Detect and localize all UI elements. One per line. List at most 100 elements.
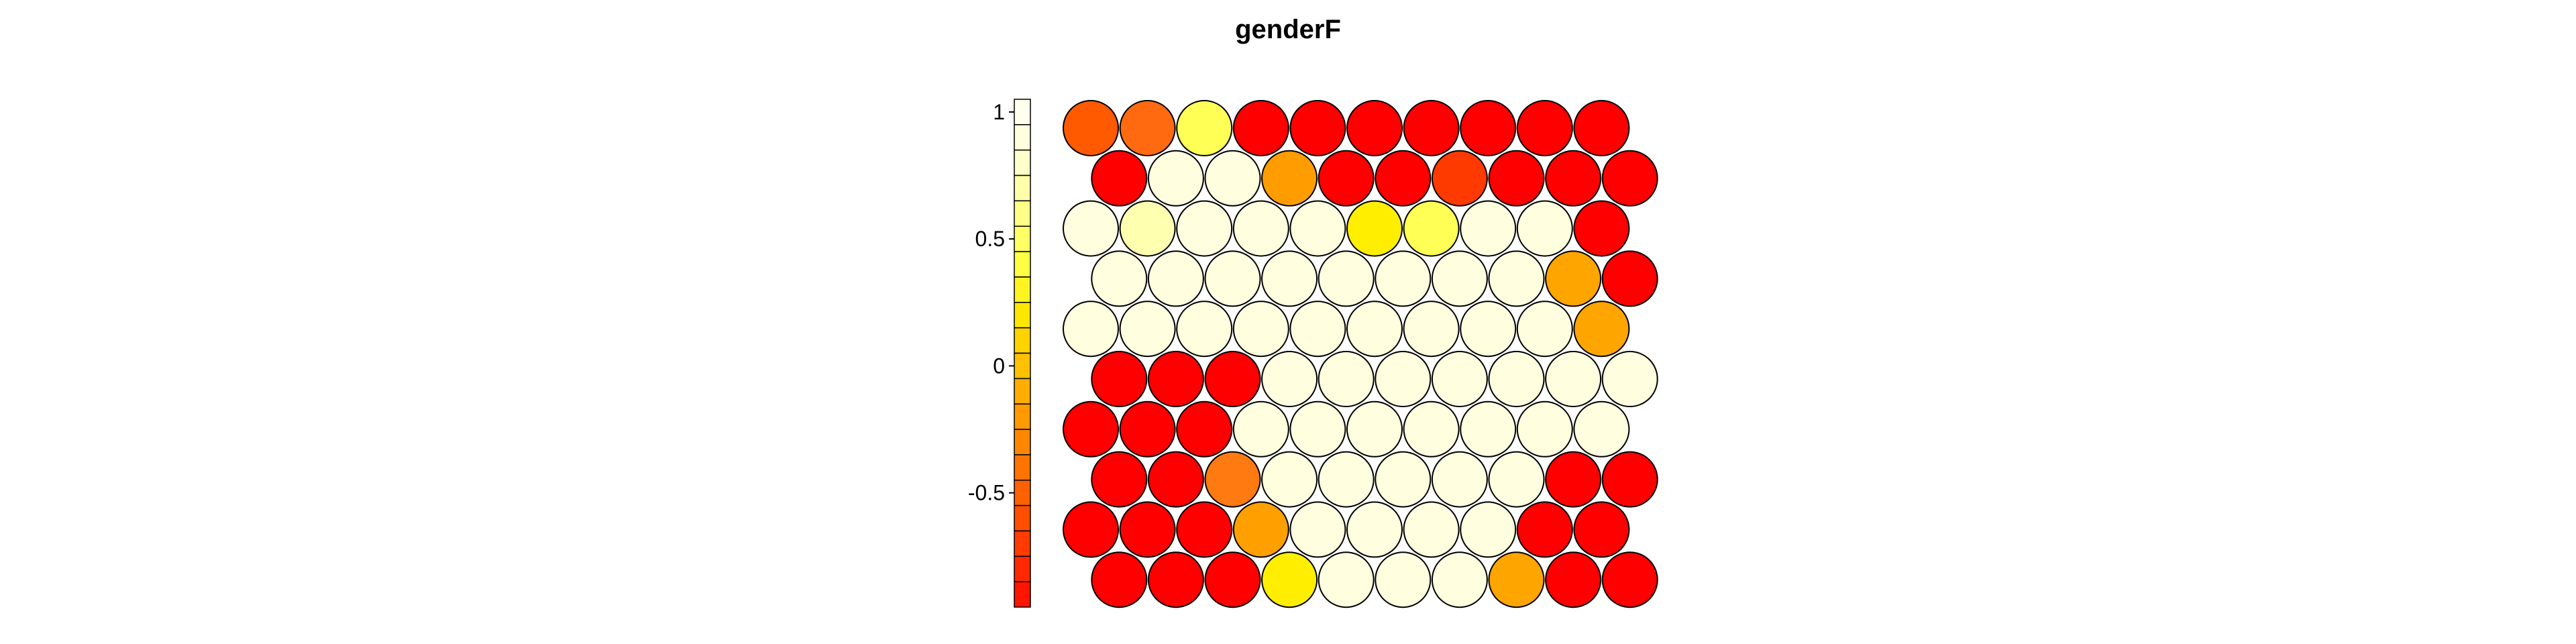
colorbar-tick-label: 0.5: [975, 227, 1005, 251]
som-unit: [1460, 200, 1517, 257]
som-unit: [1261, 250, 1318, 307]
som-unit: [1460, 100, 1517, 156]
som-unit: [1261, 150, 1318, 207]
colorbar-tick-label: 1: [993, 100, 1005, 124]
som-unit: [1119, 400, 1176, 458]
som-unit: [1403, 501, 1460, 558]
som-unit: [1204, 351, 1261, 407]
colorbar-segment: [1014, 480, 1031, 506]
som-unit: [1431, 351, 1488, 407]
som-unit: [1403, 301, 1460, 358]
colorbar-segment: [1014, 124, 1031, 151]
som-unit: [1545, 250, 1602, 307]
som-unit: [1232, 200, 1289, 257]
som-unit: [1460, 501, 1517, 558]
som-unit: [1176, 100, 1233, 156]
som-unit: [1573, 301, 1630, 358]
som-unit: [1601, 250, 1658, 307]
som-unit: [1403, 100, 1460, 156]
som-unit: [1573, 400, 1630, 458]
som-unit: [1147, 150, 1204, 207]
som-unit: [1091, 551, 1148, 608]
colorbar-segment: [1014, 555, 1031, 582]
colorbar-segment: [1014, 327, 1031, 354]
som-unit: [1204, 150, 1261, 207]
som-unit: [1289, 400, 1346, 458]
som-unit: [1460, 400, 1517, 458]
som-unit: [1147, 351, 1204, 407]
colorbar-tick-label: -0.5: [968, 481, 1005, 505]
som-unit: [1318, 451, 1375, 508]
som-unit: [1375, 551, 1432, 608]
som-unit: [1204, 451, 1261, 508]
som-unit: [1431, 150, 1488, 207]
som-unit: [1601, 150, 1658, 207]
som-unit: [1147, 451, 1204, 508]
som-unit: [1375, 250, 1432, 307]
colorbar-segment: [1014, 378, 1031, 405]
som-unit: [1289, 200, 1346, 257]
som-unit: [1176, 501, 1233, 558]
som-unit: [1232, 400, 1289, 458]
colorbar-segment: [1014, 302, 1031, 329]
som-unit: [1488, 351, 1545, 407]
som-unit: [1545, 451, 1602, 508]
som-unit: [1346, 400, 1403, 458]
som-unit: [1232, 501, 1289, 558]
colorbar-segment: [1014, 454, 1031, 481]
som-unit: [1119, 100, 1176, 156]
som-unit: [1318, 351, 1375, 407]
colorbar-segment: [1014, 276, 1031, 303]
som-unit: [1488, 150, 1545, 207]
som-unit: [1318, 551, 1375, 608]
som-unit: [1375, 351, 1432, 407]
som-unit: [1147, 250, 1204, 307]
som-unit: [1176, 301, 1233, 358]
som-unit: [1601, 351, 1658, 407]
som-unit: [1091, 451, 1148, 508]
som-unit: [1119, 301, 1176, 358]
som-unit: [1488, 551, 1545, 608]
som-unit: [1403, 200, 1460, 257]
colorbar-segment: [1014, 581, 1031, 608]
som-unit: [1091, 351, 1148, 407]
som-unit: [1431, 451, 1488, 508]
som-unit: [1063, 400, 1119, 458]
som-unit: [1488, 250, 1545, 307]
som-unit: [1516, 100, 1573, 156]
som-unit: [1176, 400, 1233, 458]
som-unit: [1063, 501, 1119, 558]
som-unit: [1460, 301, 1517, 358]
colorbar-segment: [1014, 225, 1031, 252]
som-unit: [1176, 200, 1233, 257]
colorbar-segment: [1014, 200, 1031, 227]
colorbar-segment: [1014, 429, 1031, 455]
som-unit: [1573, 100, 1630, 156]
som-unit: [1289, 301, 1346, 358]
som-unit: [1289, 100, 1346, 156]
som-unit: [1545, 150, 1602, 207]
som-unit: [1318, 150, 1375, 207]
som-unit: [1431, 250, 1488, 307]
som-unit: [1516, 501, 1573, 558]
som-unit: [1204, 551, 1261, 608]
colorbar-segment: [1014, 99, 1031, 125]
som-unit: [1232, 301, 1289, 358]
colorbar-tick-label: 0: [993, 354, 1005, 378]
som-unit: [1573, 200, 1630, 257]
som-unit: [1289, 501, 1346, 558]
som-unit: [1261, 451, 1318, 508]
som-unit: [1346, 100, 1403, 156]
som-unit: [1063, 301, 1119, 358]
som-unit: [1346, 501, 1403, 558]
som-unit: [1601, 551, 1658, 608]
som-unit: [1375, 451, 1432, 508]
som-unit: [1204, 250, 1261, 307]
som-unit: [1063, 200, 1119, 257]
som-unit: [1545, 551, 1602, 608]
som-unit: [1516, 301, 1573, 358]
colorbar-segment: [1014, 149, 1031, 176]
colorbar-segment: [1014, 251, 1031, 278]
